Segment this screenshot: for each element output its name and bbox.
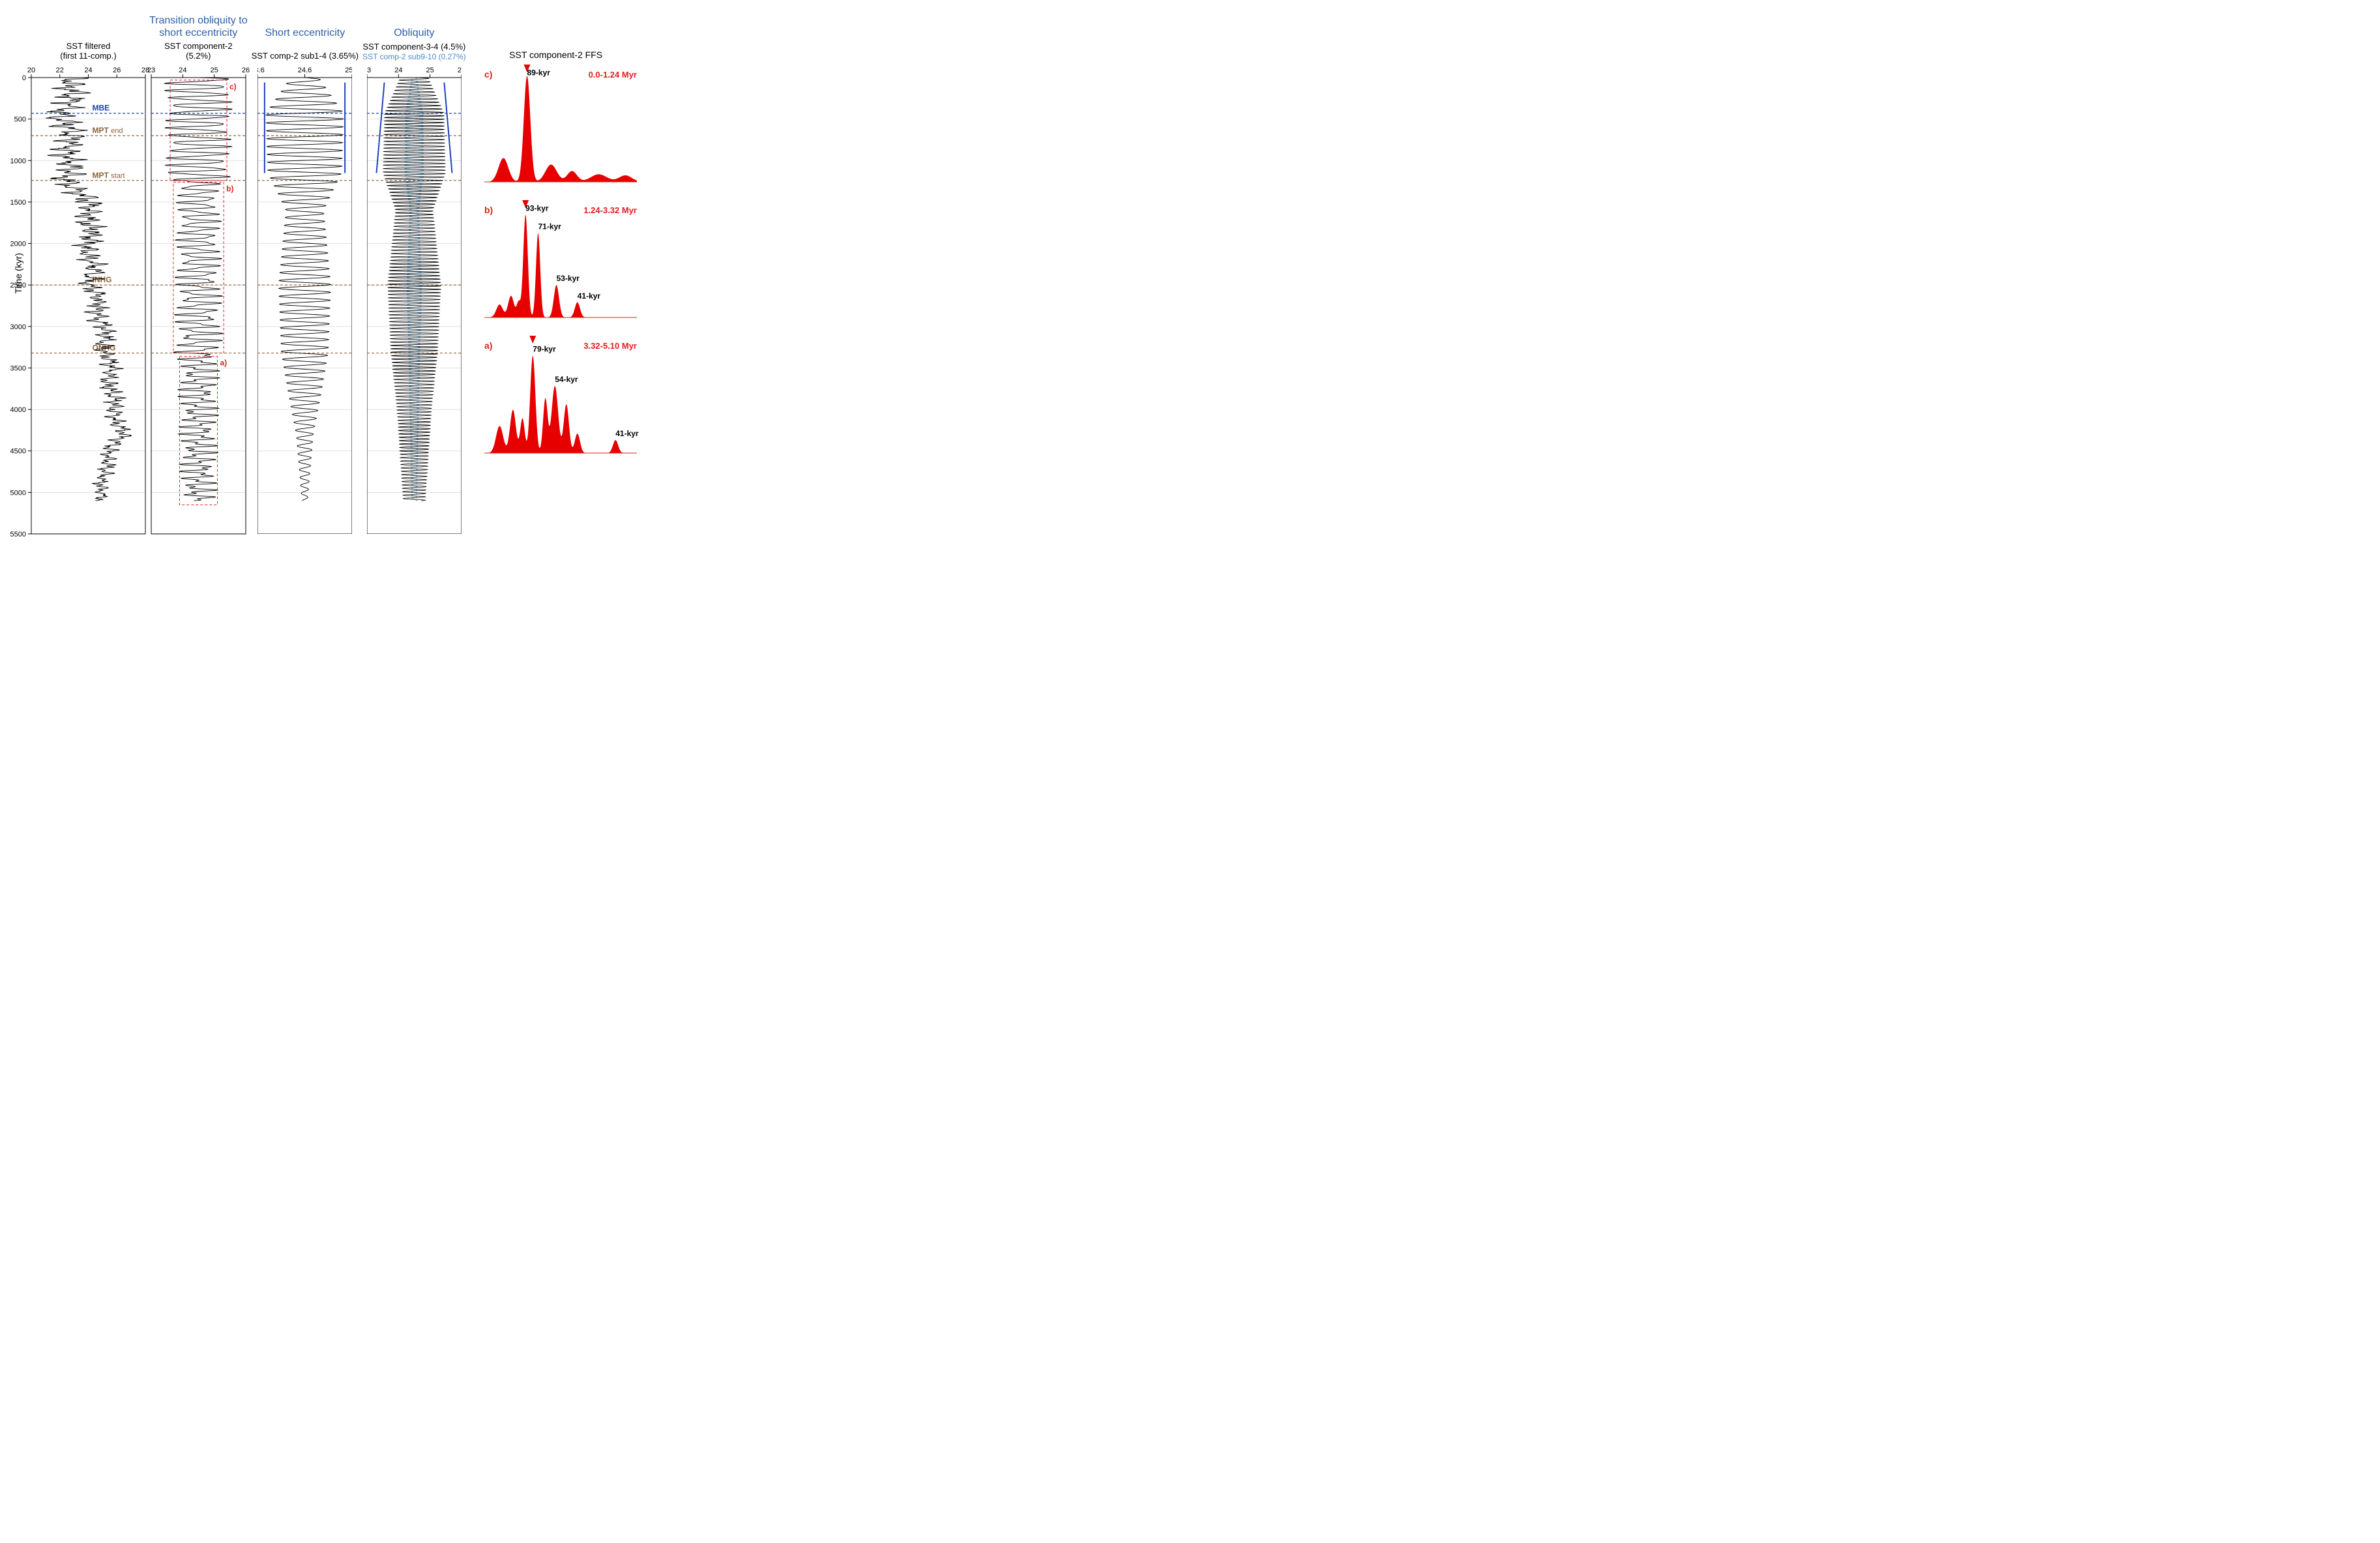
- svg-text:23: 23: [147, 66, 155, 74]
- svg-text:24: 24: [84, 66, 92, 74]
- svg-text:24: 24: [394, 66, 402, 74]
- figure-root: Time (kyr) SST filtered(first 11-comp.) 2…: [13, 13, 2367, 534]
- spectra-column: SST component-2 FFS 89-kyr c) 0.0-1.24 Myr…: [471, 13, 641, 463]
- svg-text:c): c): [484, 69, 492, 80]
- svg-text:41-kyr: 41-kyr: [615, 429, 639, 438]
- svg-text:5500: 5500: [10, 531, 26, 538]
- svg-text:a): a): [484, 340, 492, 351]
- panel-p2: Transition obliquity to short eccentrici…: [149, 13, 248, 534]
- svg-text:0: 0: [22, 74, 26, 82]
- svg-text:71-kyr: 71-kyr: [538, 222, 561, 231]
- svg-text:41-kyr: 41-kyr: [577, 291, 600, 301]
- svg-text:26: 26: [113, 66, 121, 74]
- svg-text:1500: 1500: [10, 199, 26, 207]
- svg-text:54-kyr: 54-kyr: [555, 375, 578, 384]
- y-axis-label: Time (kyr): [13, 253, 23, 293]
- svg-text:MPT start: MPT start: [93, 171, 125, 180]
- svg-text:93-kyr: 93-kyr: [525, 203, 549, 213]
- panel-p3: Short eccentricitySST comp-2 sub1-4 (3.6…: [252, 13, 359, 534]
- svg-text:3500: 3500: [10, 364, 26, 372]
- svg-text:25.6: 25.6: [345, 66, 353, 74]
- svg-text:24: 24: [179, 66, 186, 74]
- svg-text:MPT end: MPT end: [93, 126, 123, 135]
- svg-text:b): b): [226, 184, 233, 193]
- panel-plot: 2022242628050010001500200025003000350040…: [31, 63, 145, 534]
- svg-text:c): c): [229, 82, 237, 91]
- spectra-title: SST component-2 FFS: [471, 13, 641, 60]
- svg-text:23: 23: [367, 66, 371, 74]
- panel-title-big: Short eccentricity: [265, 13, 345, 39]
- svg-text:22: 22: [56, 66, 64, 74]
- panel-title-sub: SST filtered(first 11-comp.): [60, 40, 116, 61]
- svg-text:53-kyr: 53-kyr: [556, 274, 580, 283]
- spectrum-c): 89-kyr c) 0.0-1.24 Myr: [478, 62, 641, 192]
- svg-text:MBE: MBE: [93, 104, 110, 113]
- svg-text:4500: 4500: [10, 448, 26, 456]
- svg-text:25: 25: [426, 66, 433, 74]
- svg-text:20: 20: [27, 66, 35, 74]
- panel-title-sub: SST component-3-4 (4.5%)SST comp-2 sub9-…: [362, 40, 466, 61]
- svg-text:500: 500: [14, 116, 26, 124]
- svg-text:4000: 4000: [10, 406, 26, 414]
- svg-text:26: 26: [242, 66, 250, 74]
- svg-text:INHG: INHG: [93, 275, 112, 284]
- svg-text:89-kyr: 89-kyr: [527, 68, 550, 77]
- timeseries-panels: SST filtered(first 11-comp.)202224262805…: [31, 13, 466, 534]
- svg-text:1000: 1000: [10, 157, 26, 165]
- svg-text:3.32-5.10 Myr: 3.32-5.10 Myr: [583, 341, 637, 351]
- panel-plot: 23242526c)b)a): [151, 63, 246, 534]
- svg-text:24.6: 24.6: [298, 66, 312, 74]
- panel-title-sub: SST comp-2 sub1-4 (3.65%): [252, 40, 359, 61]
- svg-text:0.0-1.24 Myr: 0.0-1.24 Myr: [588, 70, 636, 80]
- svg-text:2000: 2000: [10, 241, 26, 248]
- panel-title-big: Transition obliquity to short eccentrici…: [149, 13, 248, 39]
- panel-p4: ObliquitySST component-3-4 (4.5%)SST com…: [362, 13, 466, 534]
- spectra-stack: 89-kyr c) 0.0-1.24 Myr 93-kyr 71-kyr 53-kyr 41…: [478, 62, 641, 463]
- svg-text:b): b): [484, 205, 493, 215]
- svg-text:1.24-3.32 Myr: 1.24-3.32 Myr: [583, 205, 637, 215]
- panel-title-sub: SST component-2(5.2%): [164, 40, 233, 61]
- svg-text:a): a): [220, 359, 227, 368]
- svg-text:23.6: 23.6: [257, 66, 265, 74]
- svg-text:5000: 5000: [10, 489, 26, 497]
- svg-text:3000: 3000: [10, 323, 26, 331]
- svg-text:26: 26: [458, 66, 462, 74]
- panel-title-big: Obliquity: [394, 13, 434, 39]
- svg-text:25: 25: [210, 66, 218, 74]
- panel-plot: 23 24 25 26: [367, 63, 462, 534]
- panel-plot: 23.6 24.6 25.6: [257, 63, 352, 534]
- panel-p1: SST filtered(first 11-comp.)202224262805…: [31, 13, 145, 534]
- spectrum-b): 93-kyr 71-kyr 53-kyr 41-kyr b) 1.24-3.32 Myr: [478, 198, 641, 328]
- spectrum-a): 79-kyr 54-kyr 41-kyr a) 3.32-5.10 Myr: [478, 333, 641, 463]
- svg-text:79-kyr: 79-kyr: [533, 345, 556, 354]
